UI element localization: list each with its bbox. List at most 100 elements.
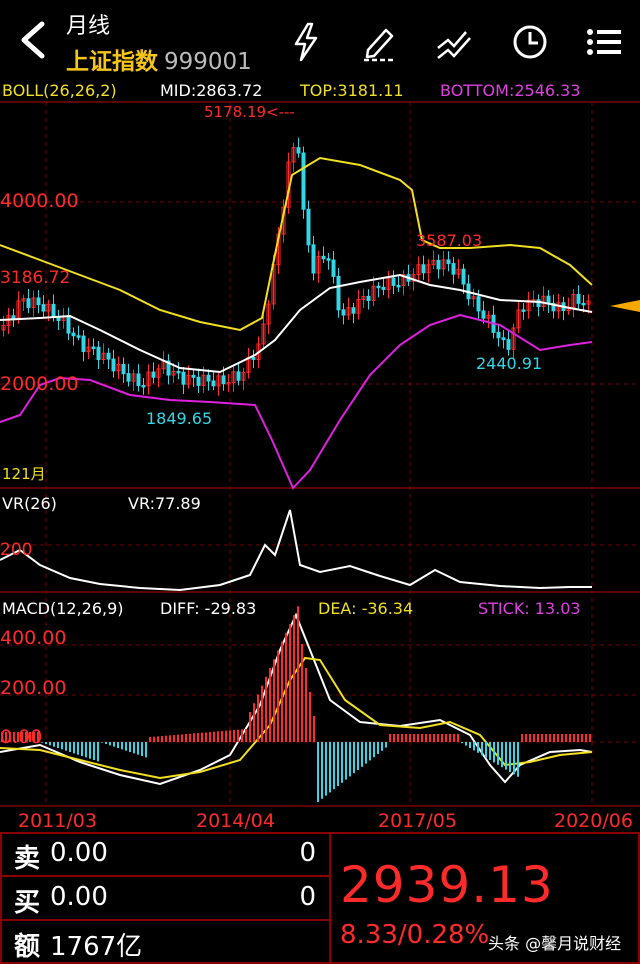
candle-body [136, 373, 141, 387]
header-bar: 月线 上证指数 999001 [0, 0, 640, 80]
candle-body [521, 309, 526, 312]
candle-body [476, 296, 481, 312]
bar-count-label: 121月 [2, 465, 46, 483]
candle-body [231, 371, 236, 384]
high-annotation: 5178.19<--- [204, 103, 295, 121]
candle-body [156, 368, 161, 378]
candle-body [536, 299, 541, 308]
boll-top-value: TOP:3181.11 [300, 81, 404, 100]
candle-body [166, 360, 171, 376]
candle-body [131, 373, 136, 382]
pen-icon[interactable] [358, 20, 402, 64]
price-change: 8.33/0.28% [340, 920, 490, 950]
candle-body [421, 264, 426, 274]
candle-body [441, 259, 446, 270]
candle-body [171, 370, 176, 376]
candle-body [401, 274, 406, 287]
amount-label: 额 [14, 932, 41, 962]
candle-body [116, 363, 121, 372]
back-arrow-icon[interactable] [14, 18, 54, 62]
candle-body [456, 268, 461, 275]
candle-body [26, 298, 31, 308]
buy-qty: 0 [299, 882, 316, 912]
candlesticks [1, 137, 591, 396]
macd-axis-label: 200.00 [0, 677, 67, 699]
candle-body [331, 259, 336, 277]
candle-body [261, 323, 266, 345]
candle-body [336, 275, 341, 311]
boll-mid-line [0, 273, 593, 374]
candle-body [501, 337, 506, 341]
macd-stick-value: STICK: 13.03 [478, 599, 581, 618]
amount-row: 额 1767亿 [0, 920, 330, 962]
candle-body [481, 310, 486, 319]
candle-body [416, 264, 421, 276]
candle-body [201, 374, 206, 386]
stock-title: 上证指数 999001 [66, 42, 252, 76]
trend-line-icon[interactable] [432, 20, 476, 64]
candle-body [111, 358, 116, 372]
date-label: 2014/04 [196, 810, 275, 832]
candle-body [176, 370, 181, 374]
watermark: 头条 @馨月说财经 [488, 934, 622, 953]
candle-body [96, 346, 101, 360]
quote-panel: 卖 0.00 0 买 0.00 0 额 1767亿 [0, 832, 640, 964]
candle-body [181, 371, 186, 385]
sell-label: 卖 [14, 844, 41, 874]
buy-row: 买 0.00 0 [0, 876, 330, 918]
candle-body [101, 352, 106, 360]
candle-body [71, 332, 76, 337]
buy-price: 0.00 [50, 882, 108, 912]
candle-body [186, 374, 191, 385]
candle-body [576, 293, 581, 304]
candle-body [226, 382, 231, 385]
candle-body [91, 346, 96, 350]
boll-label: BOLL(26,26,2) [2, 81, 117, 100]
vr-axis-label: 200 [0, 540, 33, 560]
candle-body [381, 286, 386, 290]
macd-dea-line [0, 656, 593, 780]
candle-body [376, 285, 381, 289]
boll-mid-value: MID:2863.72 [160, 81, 263, 100]
candle-body [526, 299, 531, 311]
candle-body [126, 373, 131, 382]
candle-body [471, 296, 476, 300]
current-price-marker [610, 300, 640, 312]
candle-body [371, 285, 376, 301]
buy-label: 买 [14, 888, 41, 918]
candle-body [41, 304, 46, 312]
lightning-icon[interactable] [284, 20, 328, 64]
kline-chart[interactable] [0, 0, 640, 832]
candle-body [356, 298, 361, 314]
macd-diff-value: DIFF: -29.83 [160, 599, 257, 618]
period-label[interactable]: 月线 [66, 14, 111, 39]
candle-body [496, 331, 501, 339]
candle-body [341, 309, 346, 316]
boll-top-line [0, 156, 593, 332]
candle-body [351, 307, 356, 314]
candle-body [291, 147, 296, 163]
candle-body [191, 374, 196, 378]
boll-bottom-line [0, 313, 593, 490]
amount-value: 1767亿 [50, 932, 143, 962]
candle-body [551, 302, 556, 312]
candle-body [446, 259, 451, 265]
candle-body [121, 363, 126, 375]
candle-body [66, 316, 71, 334]
candle-body [396, 284, 401, 288]
candle-body [266, 303, 271, 325]
candle-body [516, 309, 521, 329]
candle-body [196, 376, 201, 386]
macd-histogram [1, 606, 591, 802]
clock-icon[interactable] [508, 20, 552, 64]
date-label: 2020/06 [554, 810, 633, 832]
candle-body [506, 339, 511, 350]
low-annotation-2: 2440.91 [476, 354, 543, 373]
menu-icon[interactable] [582, 20, 626, 64]
candle-body [326, 258, 331, 261]
macd-dea-value: DEA: -36.34 [318, 599, 414, 618]
candle-body [511, 327, 516, 350]
candle-body [306, 208, 311, 246]
peak-annotation: 3587.03 [416, 231, 483, 250]
candle-body [461, 268, 466, 285]
